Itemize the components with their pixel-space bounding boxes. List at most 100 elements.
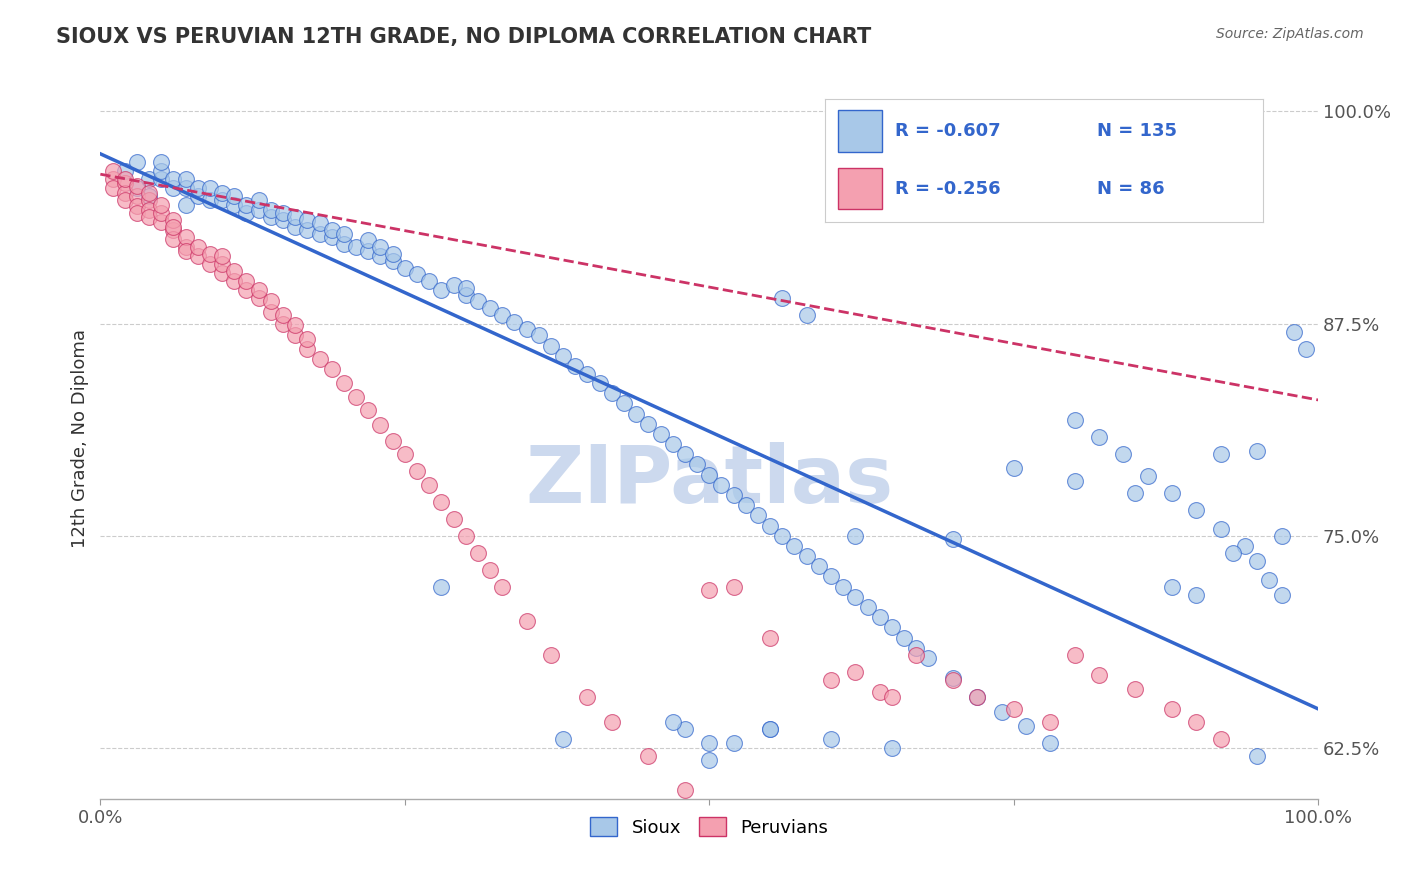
Point	[1161, 580, 1184, 594]
Point	[308, 216, 330, 230]
Point	[553, 732, 575, 747]
Y-axis label: 12th Grade, No Diploma: 12th Grade, No Diploma	[72, 328, 89, 548]
Point	[807, 559, 830, 574]
Point	[1185, 503, 1208, 517]
Point	[260, 210, 283, 224]
Point	[467, 546, 489, 560]
Point	[150, 215, 173, 229]
Point	[162, 181, 184, 195]
Point	[271, 206, 294, 220]
Point	[905, 640, 928, 655]
Point	[844, 590, 866, 604]
Point	[406, 268, 429, 282]
Point	[1246, 749, 1268, 764]
Point	[344, 240, 367, 254]
Point	[770, 529, 793, 543]
Point	[1271, 588, 1294, 602]
Point	[516, 614, 538, 628]
Point	[284, 328, 307, 343]
Point	[333, 227, 356, 241]
Point	[673, 783, 696, 797]
Point	[235, 198, 257, 212]
Point	[1063, 648, 1085, 662]
Point	[284, 210, 307, 224]
Point	[211, 186, 233, 200]
Point	[1161, 486, 1184, 500]
Point	[174, 181, 197, 195]
Point	[796, 549, 818, 563]
Point	[443, 512, 465, 526]
Text: Source: ZipAtlas.com: Source: ZipAtlas.com	[1216, 27, 1364, 41]
Point	[1258, 573, 1281, 587]
Point	[174, 244, 197, 258]
Point	[187, 181, 209, 195]
Point	[942, 532, 965, 546]
Point	[1246, 554, 1268, 568]
Point	[125, 179, 148, 194]
Point	[759, 723, 782, 737]
Point	[1002, 702, 1025, 716]
Text: SIOUX VS PERUVIAN 12TH GRADE, NO DIPLOMA CORRELATION CHART: SIOUX VS PERUVIAN 12TH GRADE, NO DIPLOMA…	[56, 27, 872, 46]
Point	[125, 189, 148, 203]
Point	[1039, 715, 1062, 730]
Point	[162, 232, 184, 246]
Point	[114, 193, 136, 207]
Point	[162, 213, 184, 227]
Point	[344, 390, 367, 404]
Point	[174, 198, 197, 212]
Point	[224, 264, 246, 278]
Point	[125, 206, 148, 220]
Point	[297, 342, 319, 356]
Point	[247, 202, 270, 217]
Point	[150, 206, 173, 220]
Point	[759, 631, 782, 645]
Point	[553, 349, 575, 363]
Point	[235, 283, 257, 297]
Point	[491, 308, 513, 322]
Point	[114, 176, 136, 190]
Point	[321, 362, 343, 376]
Point	[600, 715, 623, 730]
Point	[576, 368, 599, 382]
Point	[686, 458, 709, 472]
Point	[101, 181, 124, 195]
Point	[394, 260, 416, 275]
Point	[321, 223, 343, 237]
Point	[796, 308, 818, 322]
Point	[297, 213, 319, 227]
Point	[198, 181, 221, 195]
Point	[856, 600, 879, 615]
Point	[333, 376, 356, 390]
Point	[673, 447, 696, 461]
Point	[150, 163, 173, 178]
Point	[1234, 539, 1257, 553]
Point	[284, 219, 307, 234]
Point	[1246, 443, 1268, 458]
Point	[697, 582, 720, 597]
Point	[101, 163, 124, 178]
Point	[138, 202, 160, 217]
Point	[747, 508, 769, 523]
Point	[370, 249, 392, 263]
Point	[637, 749, 659, 764]
Point	[1282, 325, 1305, 339]
Point	[198, 193, 221, 207]
Point	[224, 198, 246, 212]
Point	[454, 529, 477, 543]
Point	[418, 274, 440, 288]
Point	[869, 685, 891, 699]
Point	[418, 478, 440, 492]
Point	[723, 736, 745, 750]
Point	[370, 240, 392, 254]
Point	[966, 690, 988, 704]
Point	[260, 294, 283, 309]
Point	[162, 219, 184, 234]
Point	[540, 648, 562, 662]
Point	[357, 244, 380, 258]
Point	[381, 253, 404, 268]
Point	[893, 631, 915, 645]
Point	[1002, 460, 1025, 475]
Point	[1185, 588, 1208, 602]
Point	[187, 240, 209, 254]
Point	[271, 317, 294, 331]
